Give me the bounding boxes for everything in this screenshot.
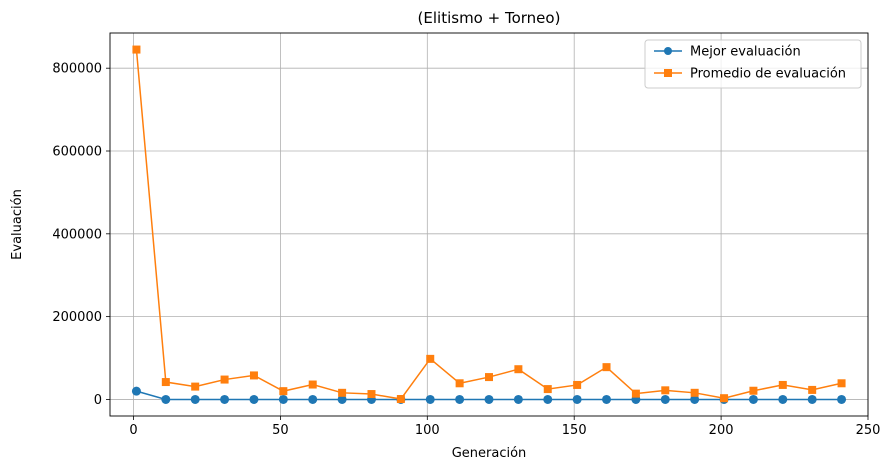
data-point (191, 382, 200, 391)
data-point (220, 394, 230, 404)
legend-marker-mejor (664, 47, 672, 55)
data-point (190, 394, 200, 404)
data-point (278, 394, 288, 404)
data-point (661, 386, 670, 395)
data-point (455, 394, 465, 404)
data-point (485, 373, 493, 382)
x-tick-label: 50 (272, 423, 289, 438)
data-point (484, 394, 494, 404)
data-point (778, 380, 787, 389)
data-point (572, 394, 582, 404)
data-point (631, 389, 640, 398)
y-tick-label: 800000 (52, 62, 102, 77)
y-axis-title: Evaluación (10, 189, 25, 260)
data-point (249, 371, 258, 380)
data-point (396, 395, 405, 404)
data-point (455, 379, 464, 388)
series-0 (131, 386, 847, 404)
data-point (513, 394, 523, 404)
grid (110, 33, 869, 416)
series (131, 45, 847, 404)
data-point (425, 394, 435, 404)
x-tick-label: 150 (562, 423, 587, 438)
y-tick-label: 600000 (52, 145, 102, 160)
data-point (426, 354, 435, 363)
chart-title: (Elitismo + Torneo) (418, 9, 561, 27)
data-point (808, 385, 817, 394)
data-point (749, 386, 758, 395)
data-point (220, 375, 229, 384)
data-point (807, 394, 817, 404)
data-point (660, 394, 670, 404)
data-point (132, 45, 141, 54)
legend-label-promedio: Promedio de evaluación (690, 67, 846, 82)
y-axis: 0 200000 400000 600000 800000 (52, 62, 110, 408)
data-point (338, 388, 347, 397)
data-point (543, 385, 552, 394)
data-point (131, 386, 141, 396)
data-point (748, 394, 758, 404)
legend-box (644, 39, 862, 89)
y-tick-label: 200000 (52, 310, 102, 325)
data-point (837, 379, 846, 388)
x-axis: 0 50 100 150 200 250 (129, 416, 880, 438)
data-point (602, 394, 612, 404)
data-point (367, 390, 376, 399)
data-point (720, 394, 729, 403)
data-point (337, 394, 347, 404)
x-tick-label: 0 (129, 423, 137, 438)
legend-marker-promedio (664, 69, 672, 77)
legend-entry-promedio: Promedio de evaluación (654, 67, 846, 82)
y-tick-label: 0 (94, 393, 102, 408)
data-point (249, 394, 259, 404)
data-point (279, 387, 288, 396)
data-point (690, 388, 699, 397)
legend-label-mejor: Mejor evaluación (690, 45, 801, 60)
data-point (543, 394, 553, 404)
data-point (778, 394, 788, 404)
legend: Mejor evaluación Promedio de evaluación (644, 39, 862, 89)
plot-frame (109, 32, 869, 417)
series-1 (132, 45, 846, 404)
data-point (690, 394, 700, 404)
x-axis-title: Generación (452, 446, 527, 461)
series-line (135, 49, 842, 400)
x-tick-label: 200 (709, 423, 734, 438)
data-point (514, 365, 523, 374)
data-point (308, 394, 318, 404)
x-tick-label: 100 (415, 423, 440, 438)
legend-entry-mejor: Mejor evaluación (654, 45, 801, 60)
data-point (161, 394, 171, 404)
data-point (602, 363, 611, 372)
data-point (837, 394, 847, 404)
data-point (161, 378, 170, 387)
y-tick-label: 400000 (52, 227, 102, 242)
data-point (308, 380, 317, 389)
data-point (573, 380, 582, 389)
x-tick-label: 250 (856, 423, 881, 438)
